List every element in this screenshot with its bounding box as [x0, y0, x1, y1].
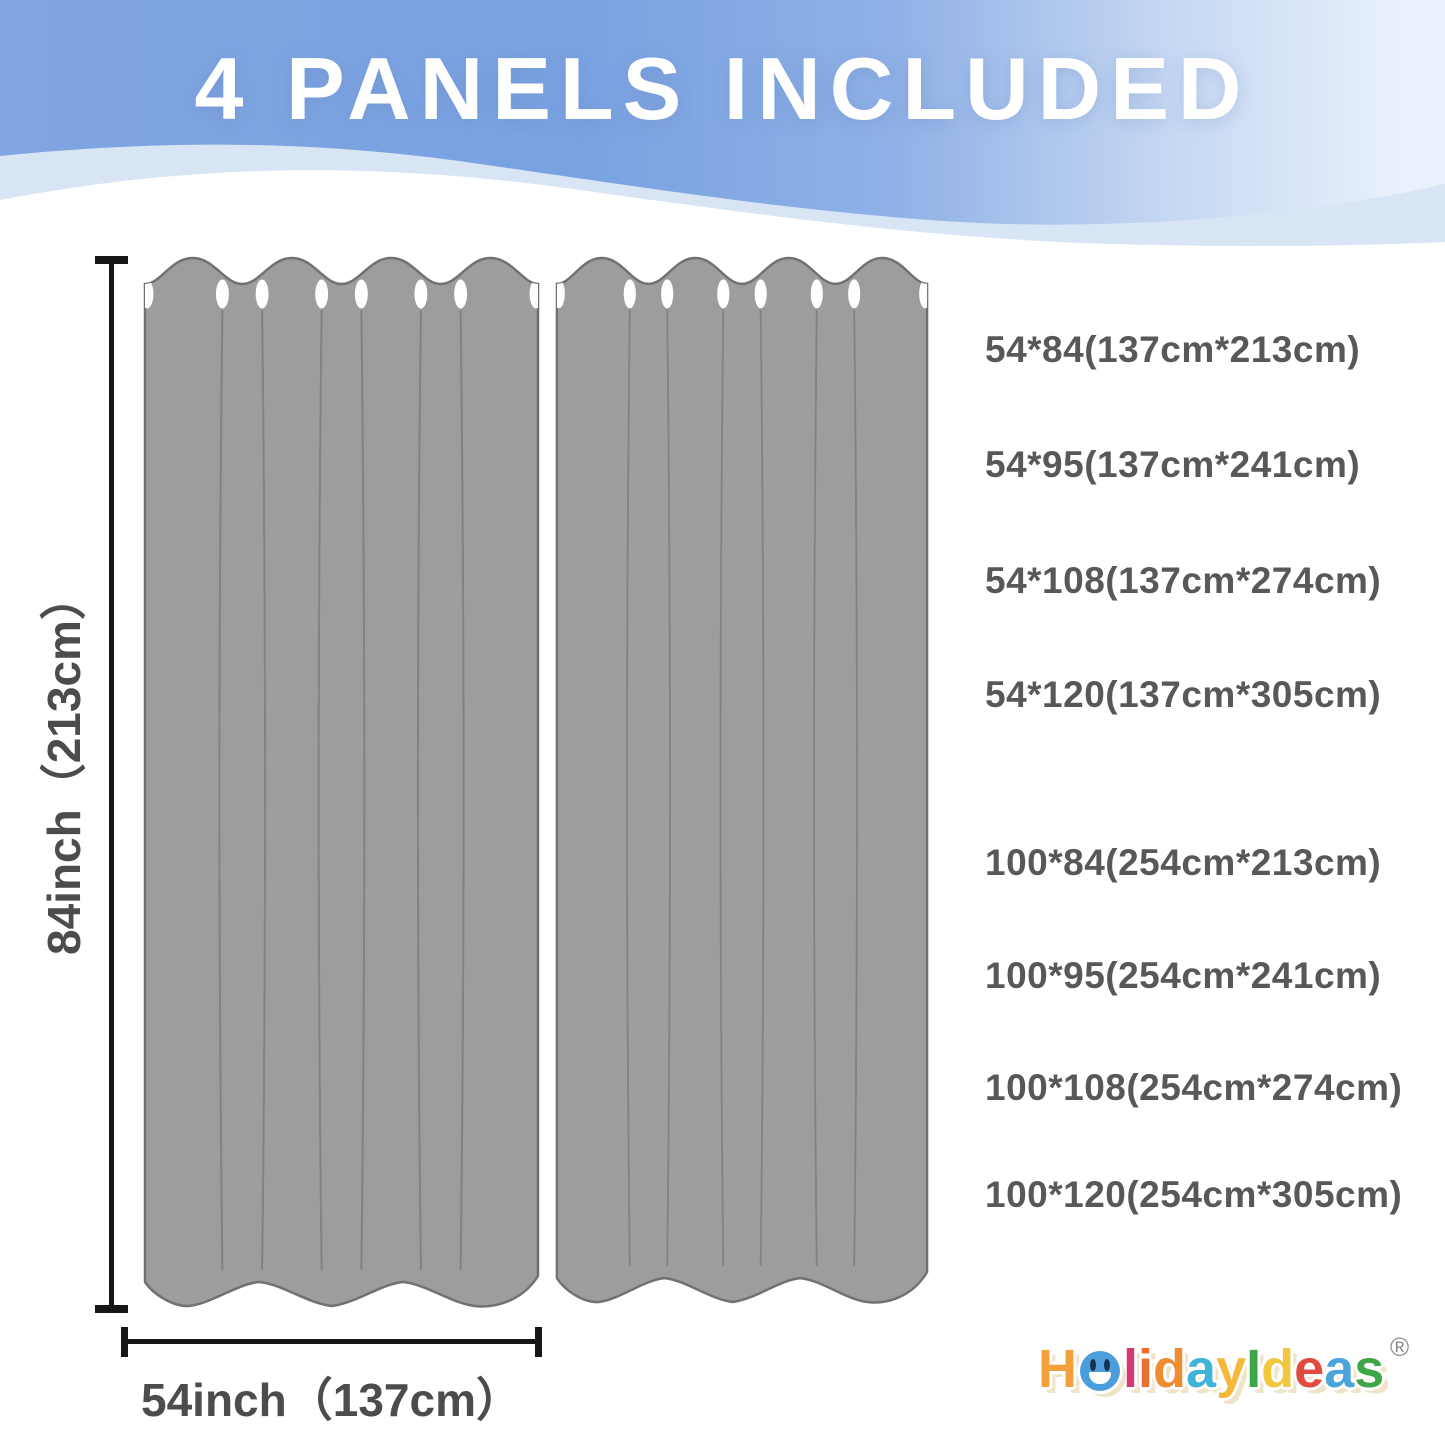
curtain-panel-right [555, 254, 929, 1306]
width-dimension-cap-right [535, 1327, 542, 1357]
size-option: 54*120(137cm*305cm) [985, 674, 1382, 715]
width-dimension-label: 54inch（137cm） [141, 1374, 522, 1426]
size-option: 100*108(254cm*274cm) [985, 1067, 1403, 1108]
banner: 4 PANELS INCLUDED [0, 0, 1445, 250]
height-dimension-line [109, 261, 114, 1309]
logo-letter: d [1153, 1339, 1187, 1399]
height-dimension-cap-top [95, 256, 128, 264]
smiley-face-letter-o [1080, 1351, 1120, 1391]
logo-letter: I [1246, 1339, 1262, 1399]
logo-letter: l [1123, 1339, 1139, 1399]
width-dimension-line [124, 1339, 539, 1344]
height-dimension-cap-bottom [95, 1305, 128, 1313]
banner-title: 4 PANELS INCLUDED [194, 39, 1251, 138]
logo-letter: H [1038, 1339, 1077, 1399]
height-dimension-label: 84inch（213cm） [38, 574, 90, 955]
curtain-panel-left [143, 254, 540, 1310]
size-option: 54*108(137cm*274cm) [985, 560, 1382, 601]
logo-letter: s [1354, 1339, 1385, 1399]
width-dimension-cap-left [121, 1327, 128, 1357]
size-option: 100*84(254cm*213cm) [985, 842, 1382, 883]
logo-letter: e [1294, 1339, 1325, 1399]
size-option: 100*120(254cm*305cm) [985, 1174, 1403, 1215]
logo-letter: a [1324, 1339, 1355, 1399]
size-option: 100*95(254cm*241cm) [985, 955, 1382, 996]
size-option: 54*84(137cm*213cm) [985, 329, 1361, 370]
banner-wave-decoration [0, 144, 1445, 250]
logo-letter: y [1216, 1339, 1247, 1399]
logo-letter: i [1138, 1339, 1154, 1399]
registered-trademark-symbol: ® [1390, 1332, 1410, 1362]
size-option: 54*95(137cm*241cm) [985, 444, 1361, 485]
logo-letter: d [1261, 1339, 1295, 1399]
logo-letter: a [1186, 1339, 1217, 1399]
